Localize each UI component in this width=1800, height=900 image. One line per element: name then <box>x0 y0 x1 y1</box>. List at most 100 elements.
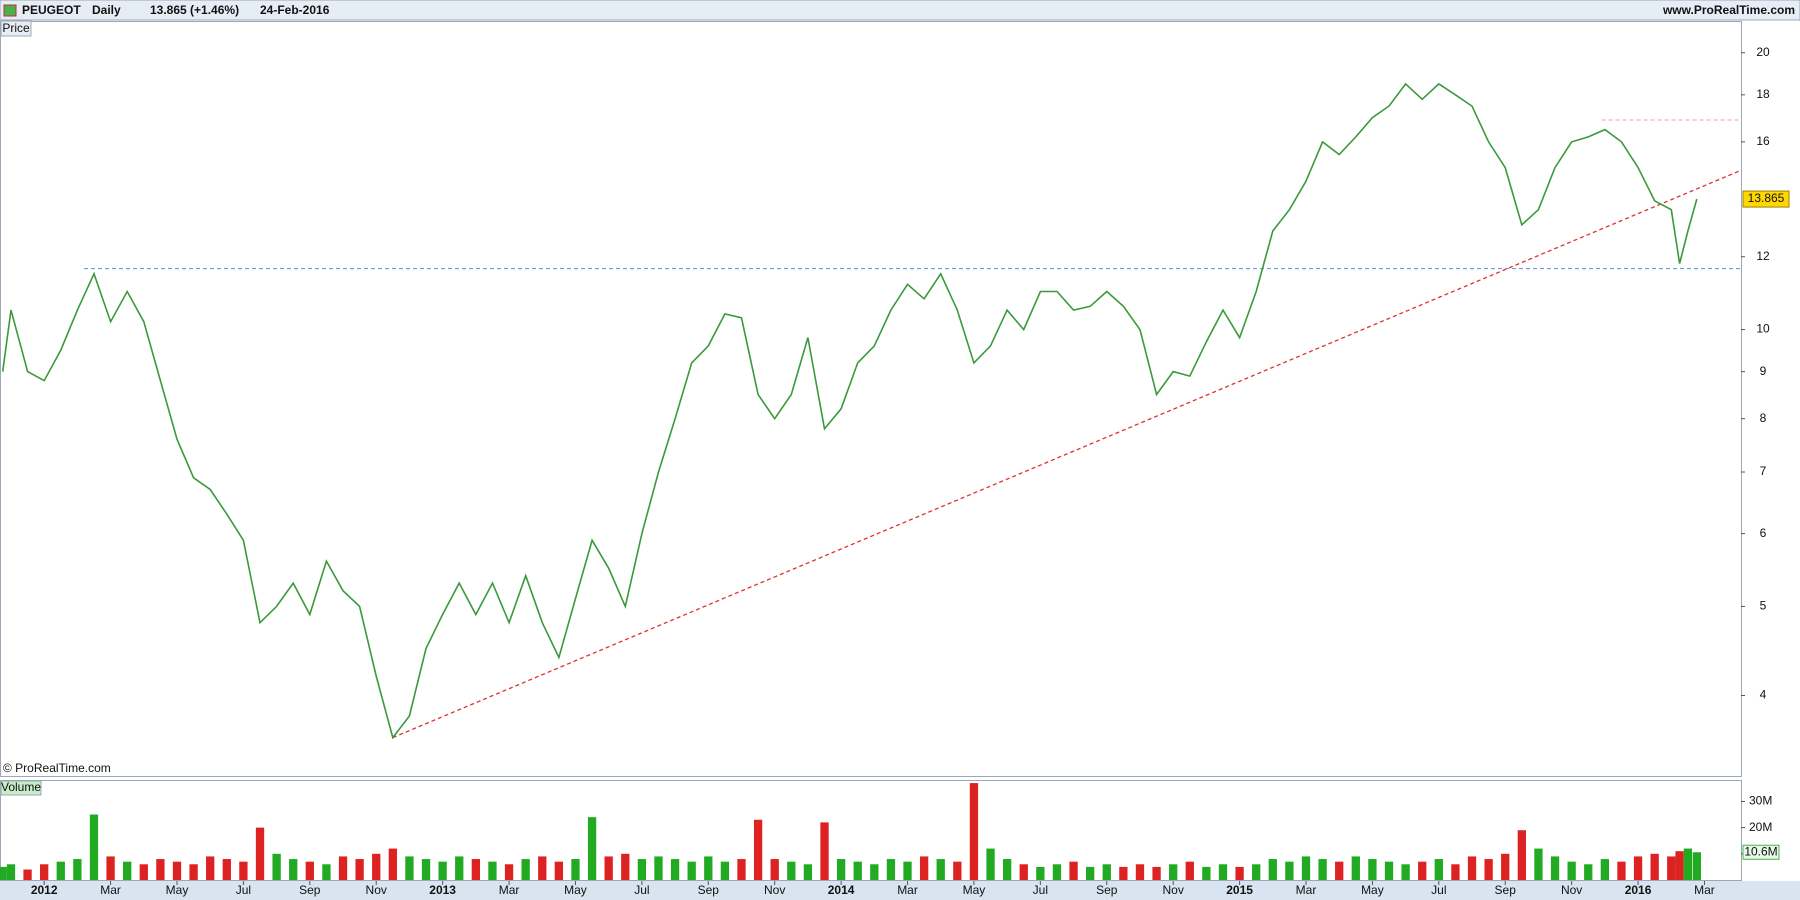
price-title: Price <box>2 21 30 35</box>
volume-bar <box>89 814 99 880</box>
period: Daily <box>92 3 121 17</box>
volume-bar <box>919 856 929 880</box>
volume-bar <box>870 864 879 880</box>
volume-bar <box>1019 864 1028 880</box>
x-tick-label: Sep <box>1096 883 1118 897</box>
x-tick-label: May <box>564 883 587 897</box>
x-tick-label: 2012 <box>31 883 58 897</box>
volume-bar <box>1600 859 1610 880</box>
volume-bar <box>704 856 713 880</box>
y-tick-label: 4 <box>1760 688 1767 702</box>
volume-bar <box>654 856 663 880</box>
quote: 13.865 (+1.46%) <box>150 3 239 17</box>
volume-bar <box>123 861 132 880</box>
volume-bar <box>1135 864 1145 880</box>
y-tick-label: 6 <box>1760 526 1767 540</box>
volume-bar <box>355 859 364 880</box>
volume-bar <box>1268 859 1277 880</box>
volume-bar <box>787 861 796 880</box>
volume-bar <box>587 817 597 880</box>
volume-bar <box>1484 859 1493 880</box>
volume-bar <box>272 853 281 880</box>
volume-bar <box>471 859 480 880</box>
last-volume-box <box>1742 844 1780 860</box>
volume-bar <box>1318 859 1327 880</box>
y-tick-label: 8 <box>1760 411 1767 425</box>
volume-bar <box>1235 866 1244 880</box>
volume-bar <box>305 861 314 880</box>
volume-bar <box>289 859 298 880</box>
x-tick-label: Jul <box>1431 883 1446 897</box>
volume-bar <box>40 864 49 880</box>
volume-bar <box>1584 864 1593 880</box>
x-tick-label: Mar <box>1296 883 1317 897</box>
y-tick-label: 7 <box>1760 464 1767 478</box>
volume-bar <box>853 861 862 880</box>
volume-bar <box>322 864 331 880</box>
volume-bar <box>936 859 945 880</box>
volume-bar <box>820 822 829 880</box>
x-tick-label: May <box>1361 883 1384 897</box>
volume-bar <box>1567 861 1576 880</box>
volume-bar <box>1633 856 1643 880</box>
x-tick-label: Sep <box>1495 883 1517 897</box>
trend-line <box>392 169 1742 739</box>
y-tick-label: 18 <box>1756 87 1770 101</box>
volume-bar <box>1467 856 1477 880</box>
price-frame <box>0 21 1742 777</box>
volume-title: Volume <box>1 780 41 794</box>
x-tick-label: 2015 <box>1226 883 1253 897</box>
volume-bar <box>903 861 912 880</box>
copyright: © ProRealTime.com <box>3 761 111 775</box>
volume-bar <box>1202 866 1211 880</box>
volume-bar <box>1218 864 1228 880</box>
x-tick-label: May <box>963 883 986 897</box>
panel-tag <box>0 780 42 796</box>
volume-bar <box>106 856 115 880</box>
volume-bar <box>1152 866 1161 880</box>
x-tick-label: Nov <box>764 883 785 897</box>
x-tick-label: May <box>166 883 189 897</box>
volume-bar <box>23 869 32 880</box>
volume-bar <box>405 856 414 880</box>
volume-bar <box>986 848 995 880</box>
volume-bar <box>886 859 896 880</box>
volume-bar <box>1517 830 1526 880</box>
volume-bar <box>554 861 564 880</box>
volume-bar <box>1119 866 1128 880</box>
volume-bar <box>1252 864 1261 880</box>
volume-bar <box>1185 861 1194 880</box>
volume-bar <box>571 859 580 880</box>
volume-bar <box>1102 864 1111 880</box>
volume-bar <box>1002 859 1012 880</box>
instrument: PEUGEOT <box>22 3 81 17</box>
x-tick-label: 2013 <box>429 883 456 897</box>
volume-bar <box>73 859 82 880</box>
volume-bar <box>0 866 7 880</box>
x-tick-label: Jul <box>236 883 251 897</box>
volume-bar <box>737 859 746 880</box>
y-tick-label: 20M <box>1749 820 1772 834</box>
last-volume-label: 10.6M <box>1744 844 1777 858</box>
volume-bar <box>1368 859 1377 880</box>
volume-frame <box>0 780 1742 881</box>
volume-bar <box>953 861 962 880</box>
volume-bar <box>1501 853 1510 880</box>
x-tick-label: Jul <box>1033 883 1048 897</box>
volume-bar <box>189 864 198 880</box>
volume-bar <box>504 864 514 880</box>
volume-bar <box>687 861 696 880</box>
volume-bar <box>338 856 348 880</box>
volume-bar <box>720 861 730 880</box>
volume-bar <box>1667 856 1676 880</box>
y-tick-label: 20 <box>1756 45 1770 59</box>
volume-bar <box>156 859 165 880</box>
volume-bar <box>1169 864 1178 880</box>
y-tick-label: 10 <box>1756 322 1770 336</box>
volume-bar <box>388 848 397 880</box>
volume-bar <box>1086 866 1095 880</box>
volume-bar <box>206 856 215 880</box>
volume-bar <box>1617 861 1626 880</box>
y-tick-label: 16 <box>1756 134 1770 148</box>
